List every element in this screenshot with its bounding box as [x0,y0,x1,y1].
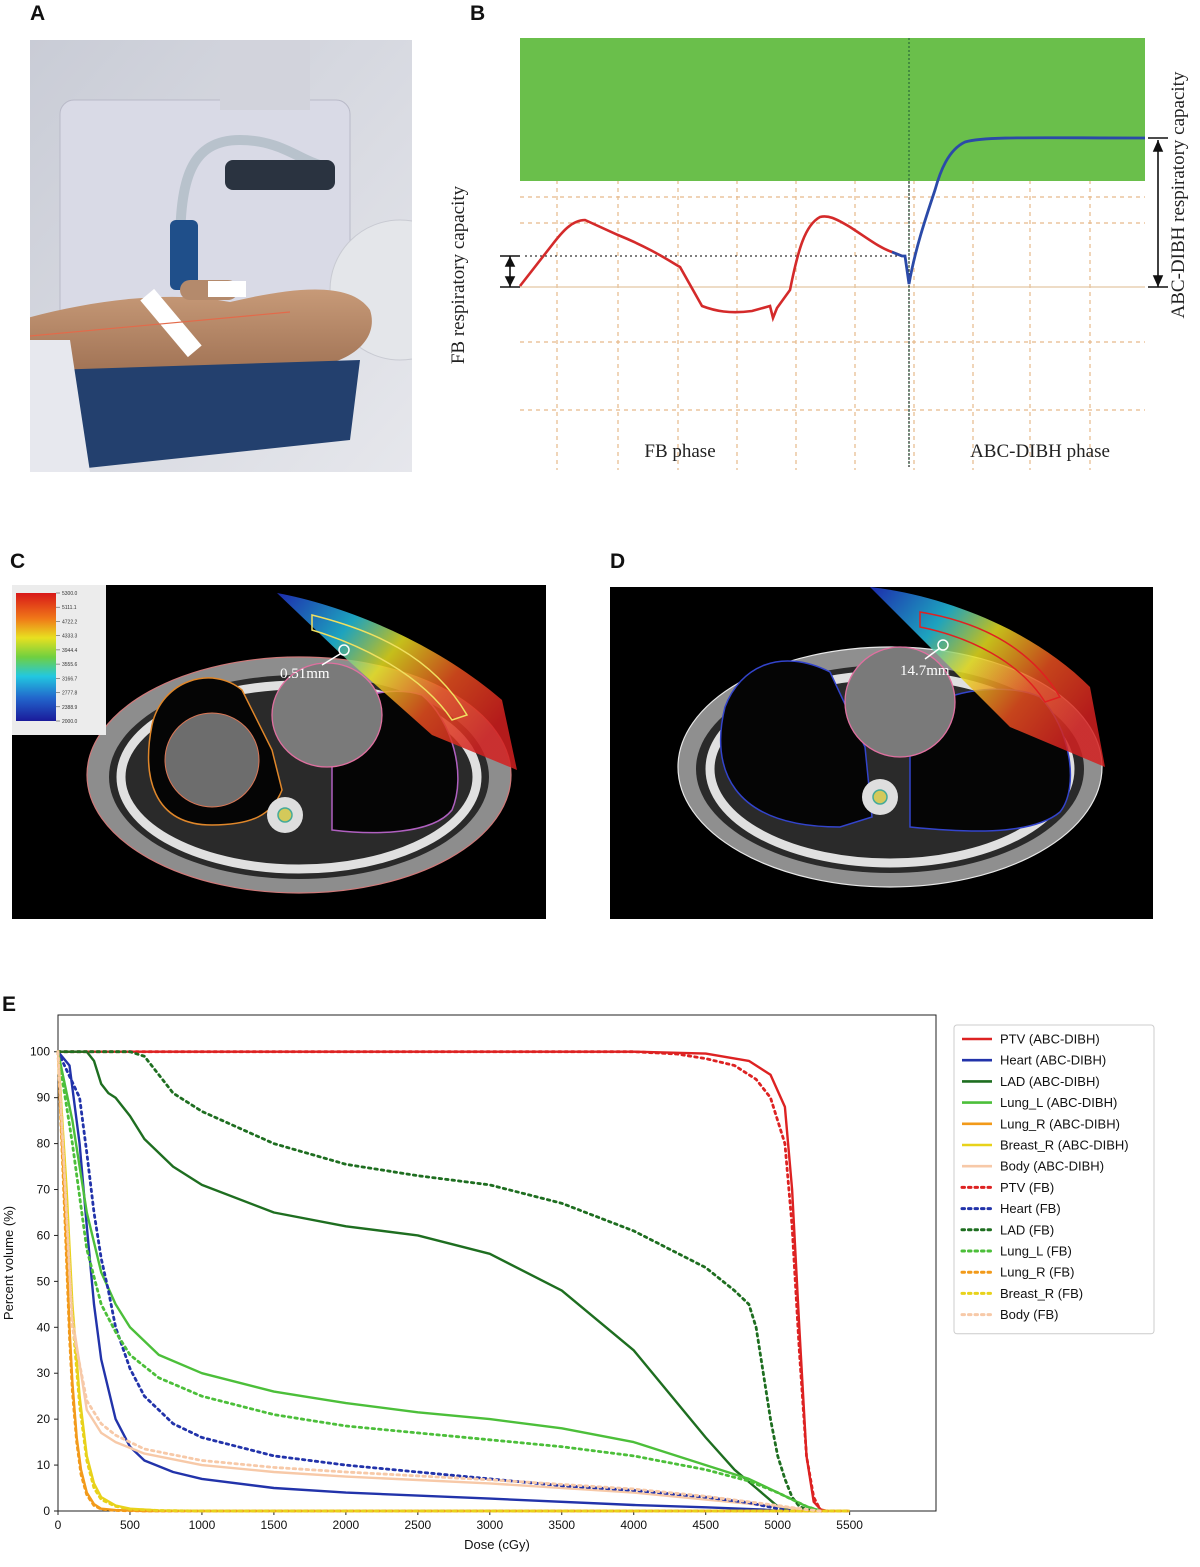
dvh-y-axis-label: Percent volume (%) [1,1206,16,1320]
dvh-line-lung-l-fb [56,1050,823,1513]
dvh-legend-label: PTV (ABC-DIBH) [1000,1032,1100,1047]
dvh-plot-frame [57,1014,937,1512]
panel-letter-b: B [470,2,486,25]
dvh-legend-label: Lung_L (FB) [1000,1244,1072,1259]
dvh-y-tick-label: 50 [37,1274,51,1288]
dvh-legend-label: Breast_R (FB) [1000,1286,1083,1301]
panel-b-fb-phase-label: FB phase [644,441,715,462]
dvh-legend-box [953,1024,1155,1335]
dvh-series-lines [56,1050,851,1513]
dvh-line-lung-l-abc-dibh [56,1051,822,1513]
dvh-y-tick-label: 40 [37,1320,51,1334]
dvh-y-tick-label: 20 [37,1412,51,1426]
panel-d-distance-label: 14.7mm [900,663,950,679]
panel-b-fb-capacity-label: FB respiratory capacity [448,185,469,364]
dvh-y-tick-label: 10 [37,1458,51,1472]
dvh-line-heart-fb [56,1050,794,1513]
dvh-line-body-abc-dibh [56,1051,822,1513]
dvh-y-tick-label: 0 [43,1504,50,1518]
dvh-legend-label: Lung_L (ABC-DIBH) [1000,1095,1117,1110]
dvh-line-body-fb [56,1050,823,1513]
panel-letter-d: D [610,550,626,573]
dvh-x-tick-label: 1500 [261,1518,288,1532]
dvh-x-tick-label: 5000 [764,1518,791,1532]
dvh-line-lad-abc-dibh [58,1050,793,1513]
panel-c-distance-label: 0.51mm [280,666,330,682]
dvh-x-tick-label: 4000 [620,1518,647,1532]
colorbar-tick-label: 2000.0 [62,719,78,725]
colorbar-tick-label: 4722.2 [62,619,78,625]
dvh-x-tick-label: 0 [55,1518,62,1532]
panel-b-respiratory-schematic: FB phase ABC-DIBH phase FB respiratory c… [440,20,1200,485]
panel-b-fb-capacity-arrow [500,255,520,288]
dvh-x-tick-label: 1000 [189,1518,216,1532]
dvh-x-tick-label: 2500 [404,1518,431,1532]
dvh-legend: PTV (ABC-DIBH) Heart (ABC-DIBH) LAD (ABC-D… [953,1024,1155,1335]
dvh-legend-label: Body (FB) [1000,1307,1059,1322]
dvh-line-lad-fb [56,1050,816,1513]
colorbar-tick-label: 5300.0 [62,591,78,597]
panel-b-dibh-trace [891,136,1146,285]
panel-b-breath-hold-window [520,38,1145,181]
dvh-y-tick-label: 60 [37,1228,51,1242]
dvh-x-axis-label: Dose (cGy) [464,1537,530,1552]
dvh-y-tick-label: 80 [37,1137,51,1151]
colorbar-tick-label: 3944.4 [62,648,78,654]
colorbar-tick-label: 5111.1 [62,605,77,611]
dvh-x-tick-label: 5500 [836,1518,863,1532]
panel-a-setup-photo [30,40,412,472]
colorbar-tick-label: 2388.9 [62,705,78,711]
colorbar-tick-label: 2777.8 [62,691,78,697]
dvh-line-ptv-fb [56,1050,823,1513]
dvh-legend-label: Lung_R (FB) [1000,1265,1074,1280]
dvh-y-tick-label: 30 [37,1366,51,1380]
dvh-x-tick-label: 2000 [333,1518,360,1532]
dvh-x-tick-label: 500 [120,1518,140,1532]
colorbar-tick-label: 3555.6 [62,662,78,668]
dvh-legend-label: Breast_R (ABC-DIBH) [1000,1138,1129,1153]
dvh-legend-label: Lung_R (ABC-DIBH) [1000,1116,1120,1131]
panel-b-dibh-capacity-label: ABC-DIBH respiratory capacity [1168,71,1189,318]
dvh-y-ticks: 0 10 20 30 40 50 60 70 80 90 100 [30,1045,58,1518]
panel-c-ct-image: 0.51mm 5300.0 5111.1 4722.2 4333.3 3944.4 355… [12,585,546,919]
panel-e-dvh-chart: 0 10 20 30 40 50 60 70 80 90 100 0 500 1000 1500 2000 2… [0,1005,1190,1567]
panel-b-fb-trace [518,215,903,323]
dvh-legend-label: Body (ABC-DIBH) [1000,1159,1104,1174]
dvh-legend-label: Heart (ABC-DIBH) [1000,1053,1106,1068]
dvh-x-tick-label: 3000 [476,1518,503,1532]
panel-c-colorbar-ticks: 5300.0 5111.1 4722.2 4333.3 3944.4 3555.6 3166… [56,591,78,725]
panel-letter-a: A [30,2,46,25]
colorbar-tick-label: 4333.3 [62,634,78,640]
dvh-legend-label: LAD (FB) [1000,1222,1054,1237]
dvh-legend-label: Heart (FB) [1000,1201,1061,1216]
dvh-legend-label: LAD (ABC-DIBH) [1000,1074,1100,1089]
dvh-y-tick-label: 90 [37,1091,51,1105]
dvh-y-tick-label: 70 [37,1183,51,1197]
panel-b-dibh-phase-label: ABC-DIBH phase [970,441,1110,462]
colorbar-tick-label: 3166.7 [62,676,78,682]
panel-b-dibh-capacity-arrow [1148,137,1168,288]
dvh-x-tick-label: 4500 [692,1518,719,1532]
panel-c-dose-colorbar [16,593,56,721]
dvh-legend-label: PTV (FB) [1000,1180,1054,1195]
panel-letter-c: C [10,550,26,573]
dvh-y-tick-label: 100 [30,1045,50,1059]
panel-b-grid [520,180,1145,470]
dvh-x-tick-label: 3500 [548,1518,575,1532]
panel-letter-e: E [2,993,17,1016]
dvh-x-ticks: 0 500 1000 1500 2000 2500 3000 3500 4000 4500 5000… [55,1511,863,1532]
panel-d-ct-image: 14.7mm [610,587,1153,919]
